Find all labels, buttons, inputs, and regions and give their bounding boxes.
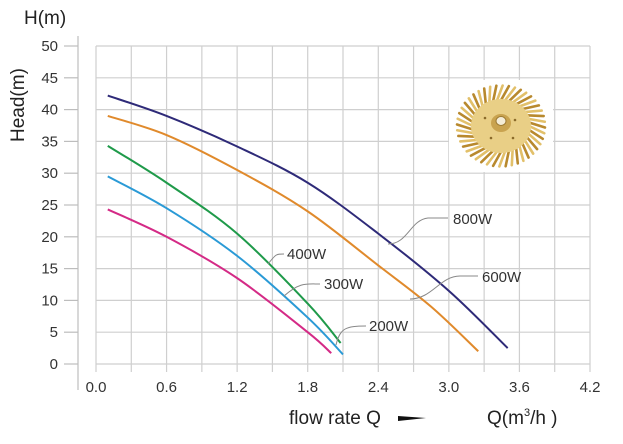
label-400w: 400W <box>287 246 327 263</box>
impeller-blade <box>456 117 475 128</box>
y-tick-label: 35 <box>41 133 58 150</box>
y-tick-label: 5 <box>50 324 58 341</box>
impeller-blade <box>527 124 546 135</box>
impeller-blade <box>467 97 479 114</box>
impeller-blade <box>526 117 547 124</box>
arrow-right-icon <box>398 416 426 421</box>
impeller-blade <box>455 123 475 131</box>
impeller-blade <box>472 93 482 111</box>
series-lines <box>107 94 509 356</box>
series-line-200w <box>107 208 332 354</box>
x-tick-label: 2.4 <box>368 379 389 396</box>
annotation-leader-line <box>335 325 367 346</box>
y-tick-label: 20 <box>41 229 58 246</box>
series-line-600w <box>107 115 479 353</box>
impeller-blade <box>488 85 492 104</box>
series-line-400w <box>107 145 342 344</box>
y-tick-label: 25 <box>41 197 58 214</box>
x-tick-label: 1.2 <box>227 379 248 396</box>
impeller-blade <box>465 144 484 153</box>
y-tick-label: 0 <box>50 356 58 373</box>
impeller-bore <box>495 116 507 126</box>
impeller-blade <box>474 148 491 161</box>
annotation-leaders <box>267 217 478 346</box>
impeller-blade <box>482 87 488 106</box>
impeller-blade <box>504 149 511 168</box>
impeller-blade <box>514 146 520 165</box>
impeller-blade <box>477 89 484 108</box>
label-600w: 600W <box>482 269 522 286</box>
x-unit-label: Q(m3/h ) <box>487 407 558 429</box>
impeller-blade <box>527 128 545 141</box>
x-axis-title: flow rate Q <box>289 408 381 429</box>
x-tick-labels: 0.0 0.6 1.2 1.8 2.4 3.0 3.6 4.2 <box>86 379 601 396</box>
x-tick-label: 4.2 <box>580 379 601 396</box>
impeller-blade <box>527 121 547 129</box>
x-tick-label: 3.6 <box>509 379 530 396</box>
y-unit-label: H(m) <box>24 8 66 29</box>
impeller-blade <box>460 106 476 121</box>
y-tick-labels: 0 5 10 15 20 25 30 35 40 45 50 <box>41 38 58 373</box>
impeller-blade <box>523 138 535 155</box>
y-tick-label: 50 <box>41 38 58 55</box>
impeller-blade <box>523 109 543 114</box>
impeller-blade <box>526 131 542 146</box>
label-200w: 200W <box>369 318 409 335</box>
impeller-blade <box>499 84 511 102</box>
impeller-blade <box>457 134 477 139</box>
impeller-blade <box>520 141 530 159</box>
impeller-blade <box>498 150 507 168</box>
x-tick-label: 0.0 <box>86 379 107 396</box>
y-tick-label: 10 <box>41 292 58 309</box>
impeller-blade <box>518 99 537 108</box>
y-tick-label: 40 <box>41 102 58 119</box>
impeller-blade <box>485 150 499 166</box>
label-800w: 800W <box>453 211 493 228</box>
label-300w: 300W <box>324 276 364 293</box>
y-axis-title: Head(m) <box>8 68 29 142</box>
impeller-rivet <box>483 116 487 120</box>
impeller-blade <box>455 128 476 135</box>
x-tick-label: 1.8 <box>297 379 318 396</box>
impeller-blade <box>469 146 488 157</box>
impeller-image <box>449 80 553 172</box>
y-tick-label: 30 <box>41 165 58 182</box>
impeller-blade <box>491 84 498 103</box>
impeller-blade <box>495 84 504 102</box>
series-line-800w <box>107 94 509 349</box>
impeller-blade <box>461 141 482 148</box>
impeller-blade <box>510 148 514 167</box>
impeller-blade <box>457 111 475 124</box>
annotation-leader-line <box>387 217 448 245</box>
x-tick-label: 0.6 <box>156 379 177 396</box>
impeller-blade <box>491 150 503 168</box>
impeller-rivet <box>511 136 515 140</box>
impeller-blade <box>525 113 545 118</box>
impeller-blade <box>514 95 533 106</box>
impeller-blade <box>459 138 479 143</box>
impeller-blade <box>511 91 528 104</box>
impeller-rivet <box>489 136 493 140</box>
impeller-blade <box>525 135 539 151</box>
series-line-300w <box>107 175 344 356</box>
impeller-blade <box>503 86 517 102</box>
impeller-blade <box>518 144 525 163</box>
y-tick-label: 15 <box>41 261 58 278</box>
impeller-blade <box>520 104 541 111</box>
impeller-blade <box>479 149 495 164</box>
y-tick-label: 45 <box>41 70 58 87</box>
x-tick-label: 3.0 <box>438 379 459 396</box>
impeller-blade <box>463 101 477 117</box>
annotation-leader-line <box>409 275 478 300</box>
impeller-rivet <box>513 118 517 122</box>
annotation-leader-line <box>283 283 321 297</box>
annotation-leader-line <box>267 253 285 265</box>
impeller-blade <box>507 88 523 103</box>
